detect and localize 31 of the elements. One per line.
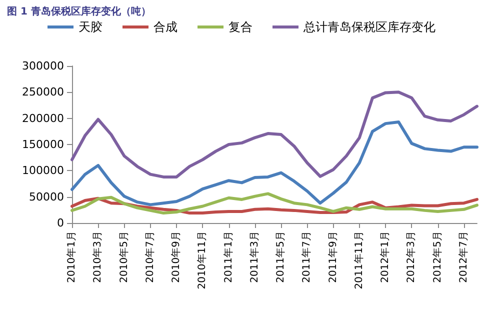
x-tick-label: 2010年11月 [196,231,208,290]
x-tick-label: 2012年5月 [431,231,444,283]
x-tick-label: 2011年5月 [274,231,287,283]
legend-label: 合成 [154,20,178,34]
x-tick-label: 2011年3月 [248,231,260,283]
x-tick-label: 2010年9月 [170,231,182,283]
legend-label: 复合 [228,20,252,34]
legend-label: 天胶 [78,20,102,34]
y-tick-label: 250000 [22,86,64,99]
x-tick-label: 2011年9月 [326,231,339,283]
y-tick-label: 0 [57,216,64,230]
x-tick-label: 2011年7月 [300,231,313,283]
x-tick-label: 2011年1月 [222,231,234,283]
y-tick-label: 300000 [22,60,64,72]
y-tick-label: 200000 [22,112,64,125]
x-tick-label: 2010年1月 [66,231,78,283]
x-tick-label: 2010年5月 [118,231,130,283]
x-tick-label: 2011年11月 [352,231,365,290]
chart-title: 图 1 青岛保税区库存变化（吨） [7,6,151,18]
x-tick-label: 2012年1月 [379,231,392,283]
line-series [70,120,478,206]
x-tick-label: 2010年7月 [144,231,156,283]
x-tick-label: 2010年3月 [92,231,104,283]
y-tick-label: 50000 [29,190,64,204]
legend-label: 总计青岛保税区库存变化 [302,20,436,34]
x-tick-label: 2012年7月 [457,231,470,283]
y-tick-label: 100000 [22,164,64,178]
x-tick-label: 2012年3月 [405,231,418,283]
line-series [70,90,478,178]
y-tick-label: 150000 [22,138,64,151]
line-series [70,192,478,215]
